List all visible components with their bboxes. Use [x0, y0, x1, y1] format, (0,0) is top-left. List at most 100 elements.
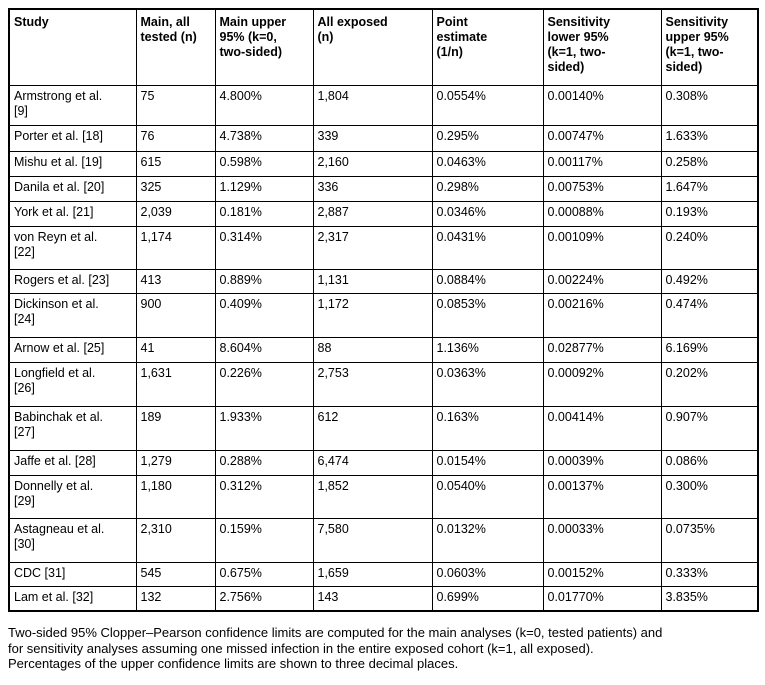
- sensitivity-lower-cell: 0.00414%: [542, 405, 662, 451]
- main-upper-cell: 0.181%: [214, 200, 314, 227]
- study-cell: Porter et al. [18]: [8, 124, 137, 152]
- point-estimate-cell: 0.0884%: [431, 268, 544, 294]
- main-upper-cell: 0.159%: [214, 517, 314, 563]
- table-row: Porter et al. [18] 76 4.738% 339 0.295% …: [8, 124, 759, 152]
- sensitivity-upper-cell: 0.492%: [660, 268, 759, 294]
- table-row: CDC [31] 545 0.675% 1,659 0.0603% 0.0015…: [8, 561, 759, 587]
- sensitivity-upper-cell: 0.0735%: [660, 517, 759, 563]
- column-header-sensitivity-lower: Sensitivity lower 95% (k=1, two- sided): [542, 8, 662, 86]
- main-upper-cell: 1.129%: [214, 175, 314, 202]
- all-exposed-cell: 2,317: [312, 225, 433, 270]
- table-row: Dickinson et al. [24] 900 0.409% 1,172 0…: [8, 292, 759, 338]
- study-table: Study Main, all tested (n) Main upper 95…: [8, 8, 759, 612]
- all-exposed-cell: 2,753: [312, 361, 433, 407]
- table-row: Armstrong et al. [9] 75 4.800% 1,804 0.0…: [8, 84, 759, 126]
- table-row: Arnow et al. [25] 41 8.604% 88 1.136% 0.…: [8, 336, 759, 363]
- footnote-line: Percentages of the upper confidence limi…: [8, 656, 459, 671]
- main-tested-cell: 189: [135, 405, 216, 451]
- sensitivity-lower-cell: 0.00092%: [542, 361, 662, 407]
- main-upper-cell: 1.933%: [214, 405, 314, 451]
- sensitivity-lower-cell: 0.00747%: [542, 124, 662, 152]
- all-exposed-cell: 1,659: [312, 561, 433, 587]
- point-estimate-cell: 0.0154%: [431, 449, 544, 476]
- table-body: Armstrong et al. [9] 75 4.800% 1,804 0.0…: [8, 84, 759, 612]
- main-upper-cell: 0.288%: [214, 449, 314, 476]
- point-estimate-cell: 0.0363%: [431, 361, 544, 407]
- main-upper-cell: 0.312%: [214, 474, 314, 519]
- sensitivity-upper-cell: 0.308%: [660, 84, 759, 126]
- main-tested-cell: 2,310: [135, 517, 216, 563]
- all-exposed-cell: 1,852: [312, 474, 433, 519]
- study-cell: Lam et al. [32]: [8, 585, 137, 612]
- main-tested-cell: 545: [135, 561, 216, 587]
- study-cell: Arnow et al. [25]: [8, 336, 137, 363]
- sensitivity-lower-cell: 0.00033%: [542, 517, 662, 563]
- study-cell: CDC [31]: [8, 561, 137, 587]
- main-upper-cell: 4.800%: [214, 84, 314, 126]
- column-header-sensitivity-upper: Sensitivity upper 95% (k=1, two- sided): [660, 8, 759, 86]
- main-upper-cell: 0.889%: [214, 268, 314, 294]
- study-cell: Babinchak et al. [27]: [8, 405, 137, 451]
- study-cell: Danila et al. [20]: [8, 175, 137, 202]
- all-exposed-cell: 336: [312, 175, 433, 202]
- main-upper-cell: 2.756%: [214, 585, 314, 612]
- point-estimate-cell: 0.0346%: [431, 200, 544, 227]
- column-header-main-upper: Main upper 95% (k=0, two-sided): [214, 8, 314, 86]
- all-exposed-cell: 339: [312, 124, 433, 152]
- point-estimate-cell: 0.0603%: [431, 561, 544, 587]
- column-header-all-exposed: All exposed (n): [312, 8, 433, 86]
- main-upper-cell: 8.604%: [214, 336, 314, 363]
- sensitivity-upper-cell: 0.240%: [660, 225, 759, 270]
- all-exposed-cell: 6,474: [312, 449, 433, 476]
- point-estimate-cell: 0.0540%: [431, 474, 544, 519]
- sensitivity-lower-cell: 0.00152%: [542, 561, 662, 587]
- sensitivity-upper-cell: 3.835%: [660, 585, 759, 612]
- sensitivity-lower-cell: 0.00140%: [542, 84, 662, 126]
- all-exposed-cell: 7,580: [312, 517, 433, 563]
- study-cell: Dickinson et al. [24]: [8, 292, 137, 338]
- table-row: Astagneau et al. [30] 2,310 0.159% 7,580…: [8, 517, 759, 563]
- main-tested-cell: 900: [135, 292, 216, 338]
- sensitivity-lower-cell: 0.02877%: [542, 336, 662, 363]
- main-tested-cell: 132: [135, 585, 216, 612]
- main-tested-cell: 325: [135, 175, 216, 202]
- sensitivity-lower-cell: 0.00137%: [542, 474, 662, 519]
- column-header-point-estimate: Point estimate (1/n): [431, 8, 544, 86]
- sensitivity-lower-cell: 0.00039%: [542, 449, 662, 476]
- table-row: Donnelly et al. [29] 1,180 0.312% 1,852 …: [8, 474, 759, 519]
- sensitivity-lower-cell: 0.00088%: [542, 200, 662, 227]
- all-exposed-cell: 612: [312, 405, 433, 451]
- sensitivity-lower-cell: 0.00224%: [542, 268, 662, 294]
- main-tested-cell: 1,174: [135, 225, 216, 270]
- study-cell: York et al. [21]: [8, 200, 137, 227]
- point-estimate-cell: 0.0554%: [431, 84, 544, 126]
- main-upper-cell: 0.226%: [214, 361, 314, 407]
- point-estimate-cell: 0.699%: [431, 585, 544, 612]
- main-upper-cell: 0.675%: [214, 561, 314, 587]
- sensitivity-lower-cell: 0.00216%: [542, 292, 662, 338]
- point-estimate-cell: 0.0132%: [431, 517, 544, 563]
- study-cell: Armstrong et al. [9]: [8, 84, 137, 126]
- table-row: Mishu et al. [19] 615 0.598% 2,160 0.046…: [8, 150, 759, 177]
- study-cell: von Reyn et al. [22]: [8, 225, 137, 270]
- header-row: Study Main, all tested (n) Main upper 95…: [8, 8, 759, 86]
- footnote-line: Two-sided 95% Clopper–Pearson confidence…: [8, 625, 663, 640]
- main-tested-cell: 41: [135, 336, 216, 363]
- sensitivity-lower-cell: 0.00753%: [542, 175, 662, 202]
- all-exposed-cell: 88: [312, 336, 433, 363]
- footnote: Two-sided 95% Clopper–Pearson confidence…: [8, 625, 757, 672]
- main-upper-cell: 4.738%: [214, 124, 314, 152]
- column-header-main-tested: Main, all tested (n): [135, 8, 216, 86]
- study-cell: Rogers et al. [23]: [8, 268, 137, 294]
- all-exposed-cell: 1,131: [312, 268, 433, 294]
- main-tested-cell: 413: [135, 268, 216, 294]
- table-row: Jaffe et al. [28] 1,279 0.288% 6,474 0.0…: [8, 449, 759, 476]
- study-cell: Longfield et al. [26]: [8, 361, 137, 407]
- main-tested-cell: 76: [135, 124, 216, 152]
- all-exposed-cell: 143: [312, 585, 433, 612]
- point-estimate-cell: 1.136%: [431, 336, 544, 363]
- study-cell: Jaffe et al. [28]: [8, 449, 137, 476]
- table-row: Rogers et al. [23] 413 0.889% 1,131 0.08…: [8, 268, 759, 294]
- sensitivity-upper-cell: 1.633%: [660, 124, 759, 152]
- table-row: Babinchak et al. [27] 189 1.933% 612 0.1…: [8, 405, 759, 451]
